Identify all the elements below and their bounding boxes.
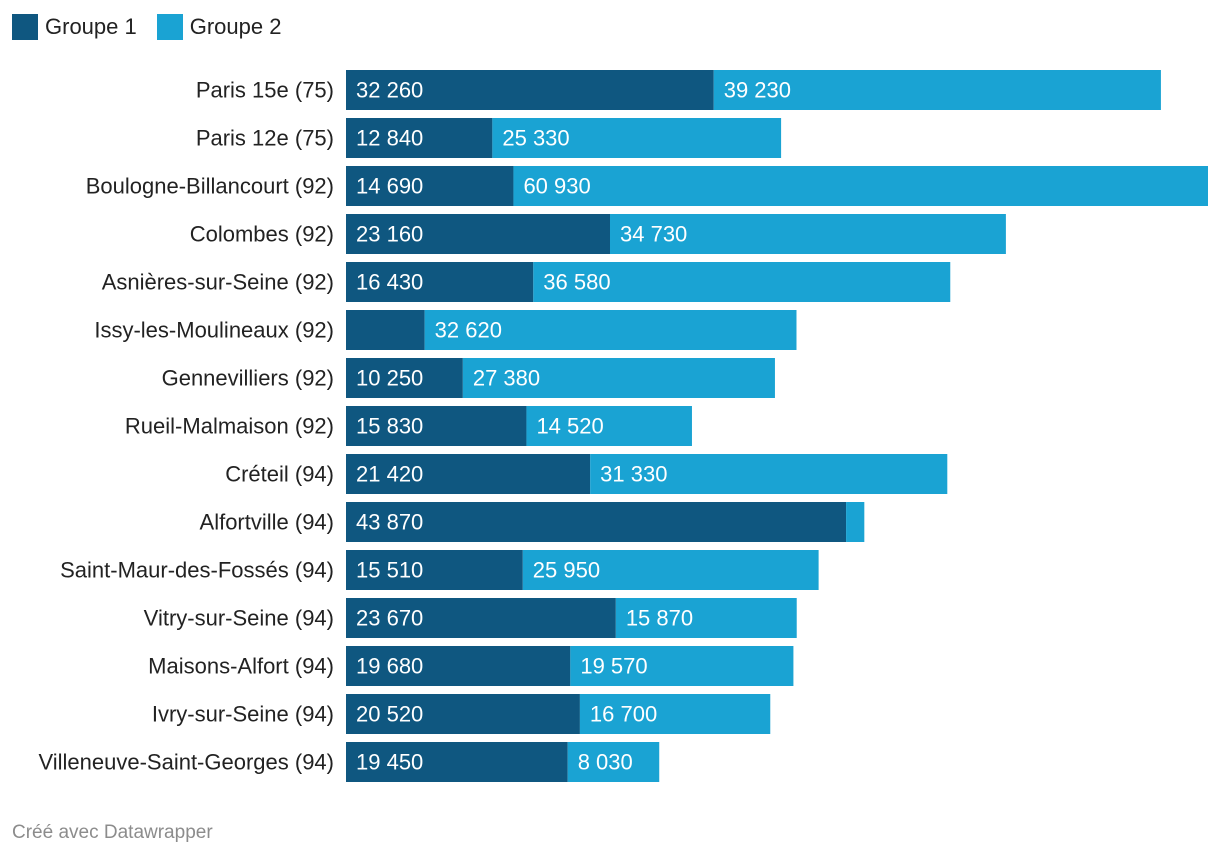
data-label-groupe-1: 21 420	[356, 462, 423, 487]
data-label-groupe-2: 39 230	[724, 78, 791, 103]
bar-groupe-2	[462, 358, 775, 398]
data-label-groupe-1: 12 840	[356, 126, 423, 151]
data-label-groupe-1: 15 510	[356, 558, 423, 583]
data-label-groupe-2: 19 570	[580, 654, 647, 679]
bar-groupe-2	[526, 406, 692, 446]
bar-groupe-2	[610, 214, 1006, 254]
data-label-groupe-2: 15 870	[626, 606, 693, 631]
bar-groupe-1	[346, 742, 568, 782]
legend-item-groupe-2[interactable]: Groupe 2	[156, 14, 282, 40]
bar-groupe-1	[346, 118, 493, 158]
bar-groupe-1	[346, 166, 514, 206]
category-label: Rueil-Malmaison (92)	[125, 414, 334, 439]
data-label-groupe-2: 27 380	[473, 366, 540, 391]
data-label-groupe-1: 43 870	[356, 510, 423, 535]
bar-groupe-1	[346, 310, 425, 350]
bar-groupe-1	[346, 502, 847, 542]
legend-item-groupe-1[interactable]: Groupe 1	[12, 14, 137, 40]
data-label-groupe-1: 15 830	[356, 414, 423, 439]
bar-groupe-1	[346, 262, 534, 302]
category-label: Gennevilliers (92)	[162, 366, 334, 391]
legend: Groupe 1 Groupe 2	[12, 14, 301, 40]
data-label-groupe-2: 14 520	[536, 414, 603, 439]
category-label: Ivry-sur-Seine (94)	[152, 702, 334, 727]
category-label: Boulogne-Billancourt (92)	[86, 174, 334, 199]
category-label: Alfortville (94)	[200, 510, 334, 535]
category-label: Paris 15e (75)	[196, 78, 334, 103]
data-label-groupe-2: 36 580	[543, 270, 610, 295]
bar-groupe-1	[346, 598, 616, 638]
bar-groupe-1	[346, 550, 523, 590]
data-label-groupe-2: 32 620	[435, 318, 502, 343]
data-label-groupe-1: 23 160	[356, 222, 423, 247]
bar-groupe-1	[346, 214, 610, 254]
legend-label-groupe-1: Groupe 1	[45, 14, 137, 39]
bar-groupe-1	[346, 646, 571, 686]
data-label-groupe-1: 16 430	[356, 270, 423, 295]
bar-groupe-1	[346, 454, 591, 494]
bar-groupe-2	[579, 694, 771, 734]
legend-swatch-groupe-2	[156, 14, 183, 40]
bar-groupe-1	[346, 406, 527, 446]
data-label-groupe-2: 31 330	[600, 462, 667, 487]
data-label-groupe-2: 16 700	[590, 702, 657, 727]
footer-credit: Créé avec Datawrapper	[12, 822, 213, 843]
data-label-groupe-1: 32 260	[356, 78, 423, 103]
bar-groupe-2	[533, 262, 951, 302]
bar-groupe-2	[492, 118, 782, 158]
data-label-groupe-2: 60 930	[523, 174, 590, 199]
bar-groupe-1	[346, 358, 463, 398]
data-label-groupe-1: 10 250	[356, 366, 423, 391]
data-label-groupe-2: 8 030	[578, 750, 633, 775]
bar-groupe-2	[424, 310, 797, 350]
bar-groupe-2	[846, 502, 865, 542]
bar-groupe-2	[570, 646, 794, 686]
category-label: Créteil (94)	[225, 462, 334, 487]
data-label-groupe-1: 14 690	[356, 174, 423, 199]
category-label: Issy-les-Moulineaux (92)	[94, 318, 334, 343]
category-label: Colombes (92)	[190, 222, 334, 247]
category-label: Paris 12e (75)	[196, 126, 334, 151]
data-label-groupe-1: 23 670	[356, 606, 423, 631]
bar-groupe-2	[590, 454, 948, 494]
legend-label-groupe-2: Groupe 2	[189, 14, 282, 39]
data-label-groupe-2: 34 730	[620, 222, 687, 247]
category-label: Villeneuve-Saint-Georges (94)	[38, 750, 334, 775]
data-label-groupe-2: 25 330	[502, 126, 569, 151]
data-label-groupe-2: 25 950	[533, 558, 600, 583]
bar-groupe-1	[346, 694, 580, 734]
bar-groupe-2	[567, 742, 660, 782]
category-label: Maisons-Alfort (94)	[148, 654, 334, 679]
data-label-groupe-1: 19 450	[356, 750, 423, 775]
bar-groupe-2	[513, 166, 1208, 206]
category-label: Saint-Maur-des-Fossés (94)	[60, 558, 334, 583]
data-label-groupe-1: 19 680	[356, 654, 423, 679]
bar-groupe-2	[615, 598, 797, 638]
category-label: Asnières-sur-Seine (92)	[102, 270, 334, 295]
bar-groupe-2	[713, 70, 1161, 110]
legend-swatch-groupe-1	[12, 14, 38, 40]
data-label-groupe-1: 20 520	[356, 702, 423, 727]
bar-groupe-1	[346, 70, 714, 110]
bar-groupe-2	[522, 550, 819, 590]
category-label: Vitry-sur-Seine (94)	[144, 606, 334, 631]
